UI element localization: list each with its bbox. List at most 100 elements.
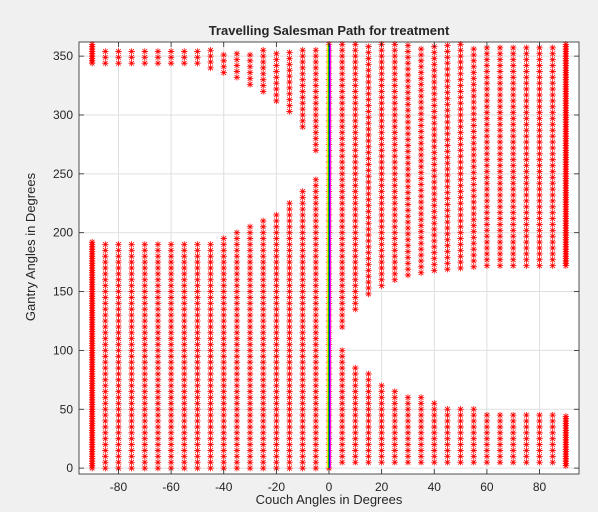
data-point — [299, 58, 306, 66]
data-point — [536, 74, 543, 81]
data-point — [549, 227, 556, 234]
data-point — [181, 394, 188, 401]
data-point — [260, 264, 267, 272]
data-point — [352, 423, 359, 431]
data-point — [431, 137, 438, 145]
data-point — [352, 300, 359, 307]
data-point — [365, 155, 372, 162]
data-point — [352, 205, 359, 213]
data-point — [536, 62, 543, 69]
data-point — [549, 411, 556, 419]
data-point — [510, 56, 517, 63]
data-point — [352, 105, 359, 113]
data-point — [457, 76, 464, 83]
data-point — [496, 144, 504, 152]
data-point — [470, 122, 477, 129]
data-point — [312, 382, 320, 389]
data-point — [483, 74, 491, 81]
data-point — [536, 197, 543, 205]
data-point — [378, 164, 385, 172]
data-point — [141, 370, 148, 378]
data-point — [352, 241, 359, 248]
data-point — [273, 435, 280, 442]
y-tick-label: 250 — [53, 167, 73, 181]
data-point — [312, 388, 320, 395]
data-point — [299, 435, 306, 442]
data-point — [431, 131, 438, 139]
data-point — [207, 247, 214, 254]
data-point — [444, 136, 451, 143]
data-point — [431, 155, 438, 162]
data-point — [549, 447, 556, 454]
data-point — [299, 459, 306, 466]
data-point — [417, 92, 425, 100]
data-point — [431, 267, 438, 274]
data-point — [102, 341, 109, 348]
data-point — [404, 400, 412, 407]
data-point — [338, 358, 346, 366]
data-point — [523, 417, 530, 425]
data-point — [338, 223, 346, 231]
data-point — [233, 429, 241, 437]
data-point — [102, 253, 109, 260]
data-point — [431, 196, 438, 203]
data-point — [128, 59, 135, 67]
data-point — [88, 238, 96, 246]
data-point — [246, 258, 254, 266]
data-point — [260, 347, 267, 354]
data-point — [417, 175, 425, 182]
data-point — [181, 247, 188, 254]
data-point — [470, 228, 477, 235]
data-point — [391, 247, 398, 254]
data-point — [181, 364, 188, 372]
data-point — [115, 335, 122, 342]
data-point — [220, 341, 227, 348]
data-point — [286, 411, 293, 419]
data-point — [536, 417, 543, 425]
data-point — [391, 64, 398, 72]
data-point — [444, 230, 451, 238]
data-point — [510, 423, 517, 431]
data-point — [128, 464, 135, 472]
data-point — [154, 388, 162, 395]
data-point — [115, 54, 122, 61]
data-point — [352, 264, 359, 272]
data-point — [273, 429, 280, 437]
data-point — [470, 187, 477, 194]
data-point — [378, 100, 385, 107]
data-point — [431, 255, 438, 262]
data-point — [496, 447, 504, 454]
data-point — [510, 185, 517, 193]
data-point — [378, 394, 385, 401]
data-point — [483, 238, 491, 246]
data-point — [523, 256, 530, 263]
data-point — [128, 329, 135, 336]
data-point — [536, 44, 543, 52]
data-point — [260, 306, 267, 313]
data-point — [391, 229, 398, 236]
data-point — [246, 253, 254, 260]
data-point — [378, 435, 385, 442]
data-point — [457, 447, 464, 454]
data-point — [194, 447, 201, 454]
data-point — [181, 435, 188, 442]
data-point — [444, 42, 451, 49]
data-point — [246, 388, 254, 395]
data-point — [207, 447, 214, 454]
data-point — [102, 306, 109, 313]
data-point — [102, 459, 109, 466]
data-point — [194, 441, 201, 448]
data-point — [523, 138, 530, 146]
data-point — [233, 347, 241, 354]
data-point — [312, 464, 320, 472]
data-point — [338, 447, 346, 454]
data-point — [207, 264, 214, 272]
data-point — [286, 464, 293, 472]
data-point — [141, 341, 148, 348]
data-point — [273, 329, 280, 336]
data-point — [299, 194, 306, 201]
data-point — [523, 56, 530, 63]
data-point — [273, 406, 280, 413]
data-point — [154, 258, 162, 266]
data-point — [431, 96, 438, 103]
